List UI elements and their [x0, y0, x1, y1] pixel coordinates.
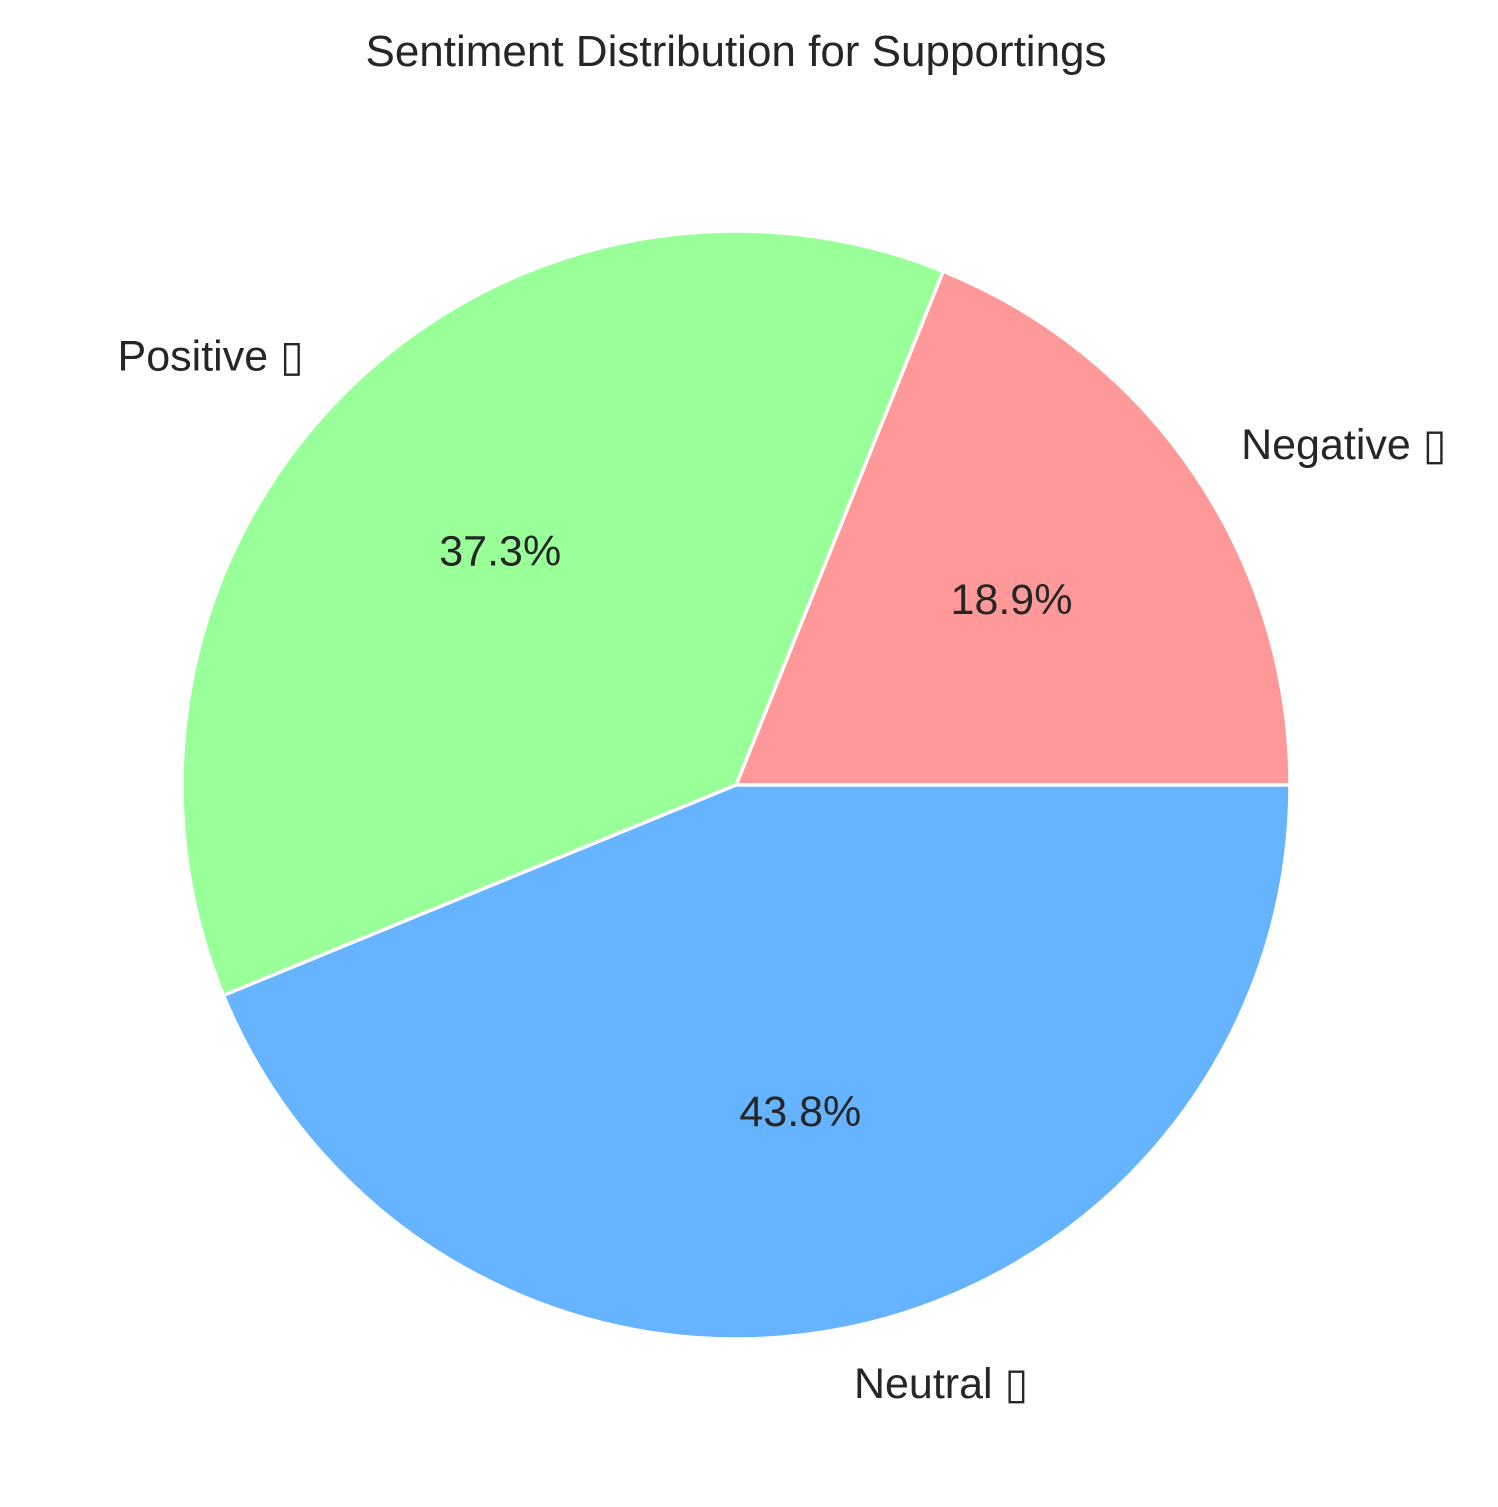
slice-value-label: 43.8% [739, 1088, 861, 1136]
pie-slice-1 [734, 269, 1292, 787]
slice-category-label: Negative ▯ [1241, 421, 1446, 469]
pie-labels: 18.9% Negative ▯ 37.3% Positive ▯ 43.8% Neutr… [118, 332, 1447, 1407]
chart-title: Sentiment Distribution for Supportings [365, 27, 1106, 76]
slice-category-label: Neutral ▯ [854, 1360, 1028, 1408]
slice-value-label: 18.9% [951, 576, 1073, 624]
slice-value-label: 37.3% [439, 528, 561, 576]
pie-slice-3 [221, 783, 1292, 1341]
pie-slice-2 [180, 229, 945, 998]
slice-category-label: Positive ▯ [118, 332, 304, 380]
pie-slices [180, 229, 1292, 1341]
